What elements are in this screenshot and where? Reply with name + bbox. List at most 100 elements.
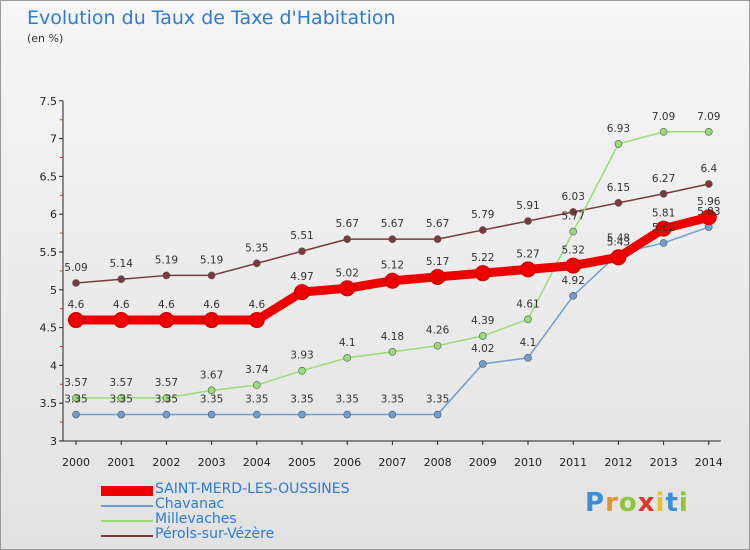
series-point-1	[433, 410, 442, 419]
y-tick-label: 4.5	[40, 322, 58, 335]
series-point-2	[388, 347, 397, 356]
x-tick-label: 2005	[288, 456, 316, 469]
data-label-1: 5.83	[697, 206, 720, 218]
series-point-2	[478, 332, 487, 340]
data-label-0: 5.27	[516, 248, 539, 260]
series-point-3	[704, 180, 713, 188]
proxiti-logo: Proxiti	[585, 488, 689, 518]
series-point-2	[659, 127, 668, 136]
legend-label: SAINT-MERD-LES-OUSSINES	[155, 481, 350, 497]
legend-swatch	[101, 486, 153, 496]
series-point-2	[614, 140, 623, 148]
data-label-1: 3.35	[290, 394, 313, 406]
series-point-0	[520, 261, 536, 278]
series-point-1	[388, 410, 397, 419]
data-label-2: 4.26	[426, 325, 450, 337]
series-point-2	[298, 366, 306, 375]
data-label-1: 4.02	[471, 343, 494, 355]
series-point-1	[207, 410, 216, 419]
x-tick-label: 2002	[152, 456, 180, 469]
series-point-3	[433, 235, 442, 243]
series-point-3	[659, 189, 668, 198]
series-point-3	[614, 199, 623, 207]
series-point-0	[474, 265, 491, 282]
data-label-0: 4.6	[113, 299, 130, 311]
data-label-1: 5.62	[652, 222, 675, 234]
series-point-2	[569, 227, 578, 236]
series-point-2	[72, 394, 80, 402]
series-point-2	[253, 381, 261, 389]
y-tick-label: 3	[50, 435, 57, 448]
series-point-1	[343, 410, 352, 419]
data-label-3: 6.03	[562, 191, 585, 203]
y-tick-label: 6	[50, 208, 57, 221]
series-point-0	[113, 312, 130, 329]
data-label-1: 3.35	[336, 394, 359, 406]
data-label-2: 4.39	[471, 315, 494, 327]
data-label-2: 5.77	[562, 211, 585, 223]
data-label-1: 4.1	[520, 337, 537, 349]
series-point-3	[207, 271, 216, 280]
data-label-3: 5.79	[471, 209, 494, 221]
logo-letter: t	[665, 488, 679, 518]
data-label-1: 3.35	[110, 394, 133, 406]
x-tick-label: 2008	[424, 456, 452, 469]
y-tick-label: 7.5	[40, 95, 58, 108]
data-label-0: 4.6	[158, 299, 175, 311]
data-label-0: 5.22	[471, 252, 494, 264]
series-point-3	[524, 217, 532, 225]
data-label-0: 5.96	[697, 196, 721, 208]
data-label-3: 5.67	[336, 218, 359, 230]
series-point-0	[384, 272, 401, 289]
series-point-2	[524, 315, 532, 324]
legend-label: Pérols-sur-Vézère	[155, 526, 275, 542]
data-label-0: 5.32	[562, 245, 585, 257]
data-label-3: 5.67	[426, 218, 449, 230]
x-tick-label: 2000	[62, 456, 90, 469]
data-label-3: 5.19	[200, 254, 223, 266]
series-point-3	[569, 208, 578, 216]
x-tick-label: 2014	[695, 456, 723, 469]
series-point-1	[569, 292, 578, 300]
data-label-1: 3.35	[64, 394, 87, 406]
series-point-0	[294, 284, 310, 301]
data-label-3: 5.67	[381, 218, 404, 230]
data-label-3: 6.4	[700, 163, 717, 175]
data-label-0: 4.6	[203, 299, 220, 311]
data-label-0: 5.81	[652, 208, 675, 220]
series-point-1	[659, 239, 668, 247]
logo-letter: r	[605, 488, 619, 518]
data-label-2: 3.67	[200, 369, 223, 381]
x-tick-label: 2009	[469, 456, 497, 469]
data-label-0: 4.97	[290, 271, 313, 283]
series-point-0	[158, 312, 175, 329]
data-label-2: 3.74	[245, 364, 269, 376]
series-point-0	[655, 220, 672, 237]
data-label-3: 5.51	[290, 230, 313, 242]
logo-letter: P	[585, 488, 606, 518]
series-point-3	[478, 226, 487, 234]
data-label-3: 5.91	[516, 200, 539, 212]
data-label-0: 5.43	[607, 236, 630, 248]
data-label-1: 4.92	[562, 275, 585, 287]
series-point-3	[343, 235, 352, 243]
series-point-0	[68, 312, 84, 329]
data-label-1: 3.35	[245, 394, 268, 406]
y-tick-label: 3.5	[40, 397, 58, 410]
y-tick-label: 6.5	[40, 170, 58, 183]
x-tick-label: 2003	[198, 456, 226, 469]
y-axis-unit: (en %)	[27, 32, 64, 45]
series-point-2	[433, 341, 442, 350]
data-label-3: 6.27	[652, 173, 675, 185]
data-label-0: 5.17	[426, 256, 449, 268]
legend-label: Chavanac	[155, 496, 225, 512]
data-label-0: 4.6	[248, 299, 265, 311]
legend-swatch	[101, 535, 153, 537]
series-point-3	[162, 271, 171, 280]
data-label-2: 4.61	[516, 298, 539, 310]
series-point-0	[248, 312, 265, 329]
series-point-0	[565, 257, 582, 274]
legend-swatch	[101, 505, 153, 507]
